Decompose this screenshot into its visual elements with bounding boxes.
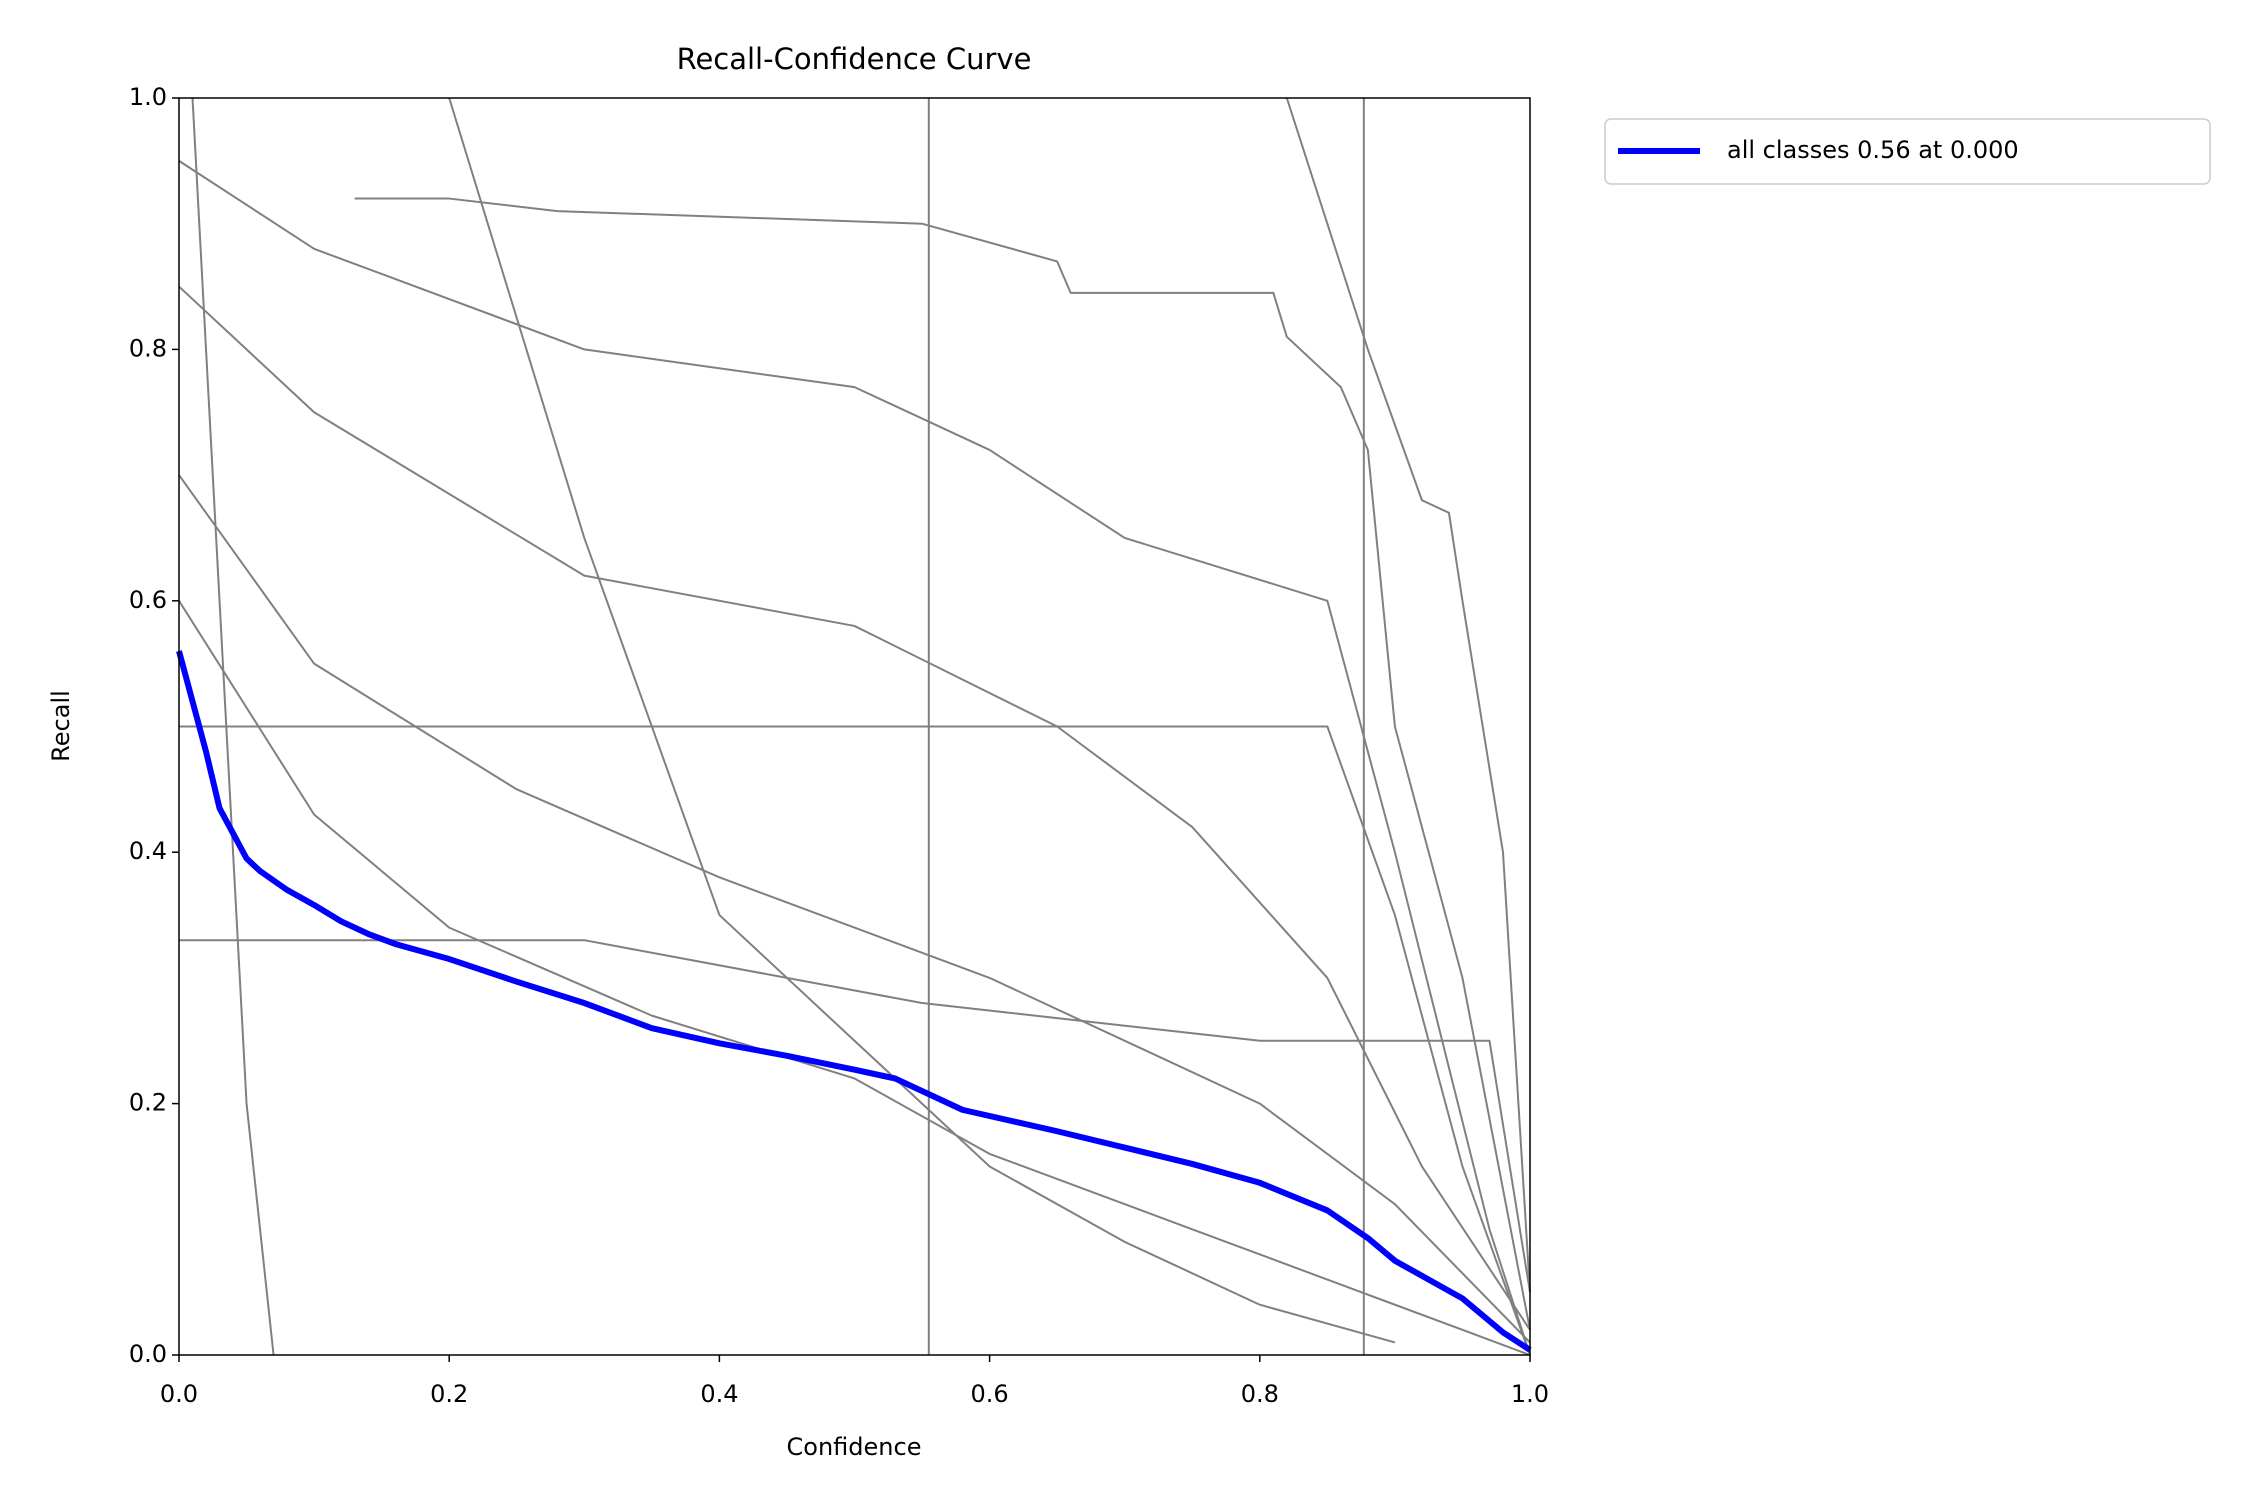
class-line (354, 197, 1531, 1331)
y-tick-label: 1.0 (129, 83, 167, 111)
x-tick-label: 0.2 (430, 1380, 468, 1408)
x-tick-label: 0.6 (971, 1380, 1009, 1408)
legend-box (1604, 118, 2211, 185)
x-tick-label: 1.0 (1511, 1380, 1549, 1408)
y-tick-label: 0.4 (129, 837, 167, 865)
y-axis-label: Recall (47, 690, 75, 762)
plot-frame (178, 97, 1531, 1356)
y-tick-label: 0.2 (129, 1089, 167, 1117)
class-line (178, 600, 1531, 1356)
series-line (176, 650, 1532, 1353)
class-line (178, 285, 1531, 1331)
y-tick-label: 0.6 (129, 586, 167, 614)
legend-label: all classes 0.56 at 0.000 (1727, 136, 2019, 164)
class-line (191, 97, 275, 1356)
x-axis-label: Confidence (787, 1433, 922, 1461)
y-tick-label: 0.8 (129, 334, 167, 362)
chart-title: Recall-Confidence Curve (677, 42, 1032, 76)
x-tick-label: 0.0 (160, 1380, 198, 1408)
class-line (179, 939, 1531, 1293)
class-line (179, 725, 1531, 1356)
x-tick-label: 0.4 (700, 1380, 738, 1408)
y-tick-label: 0.0 (129, 1340, 167, 1368)
class-line (178, 160, 1531, 1356)
x-tick-label: 0.8 (1241, 1380, 1279, 1408)
class-line (1285, 97, 1531, 1293)
class-line (448, 97, 1396, 1344)
class-line (178, 474, 1531, 1344)
